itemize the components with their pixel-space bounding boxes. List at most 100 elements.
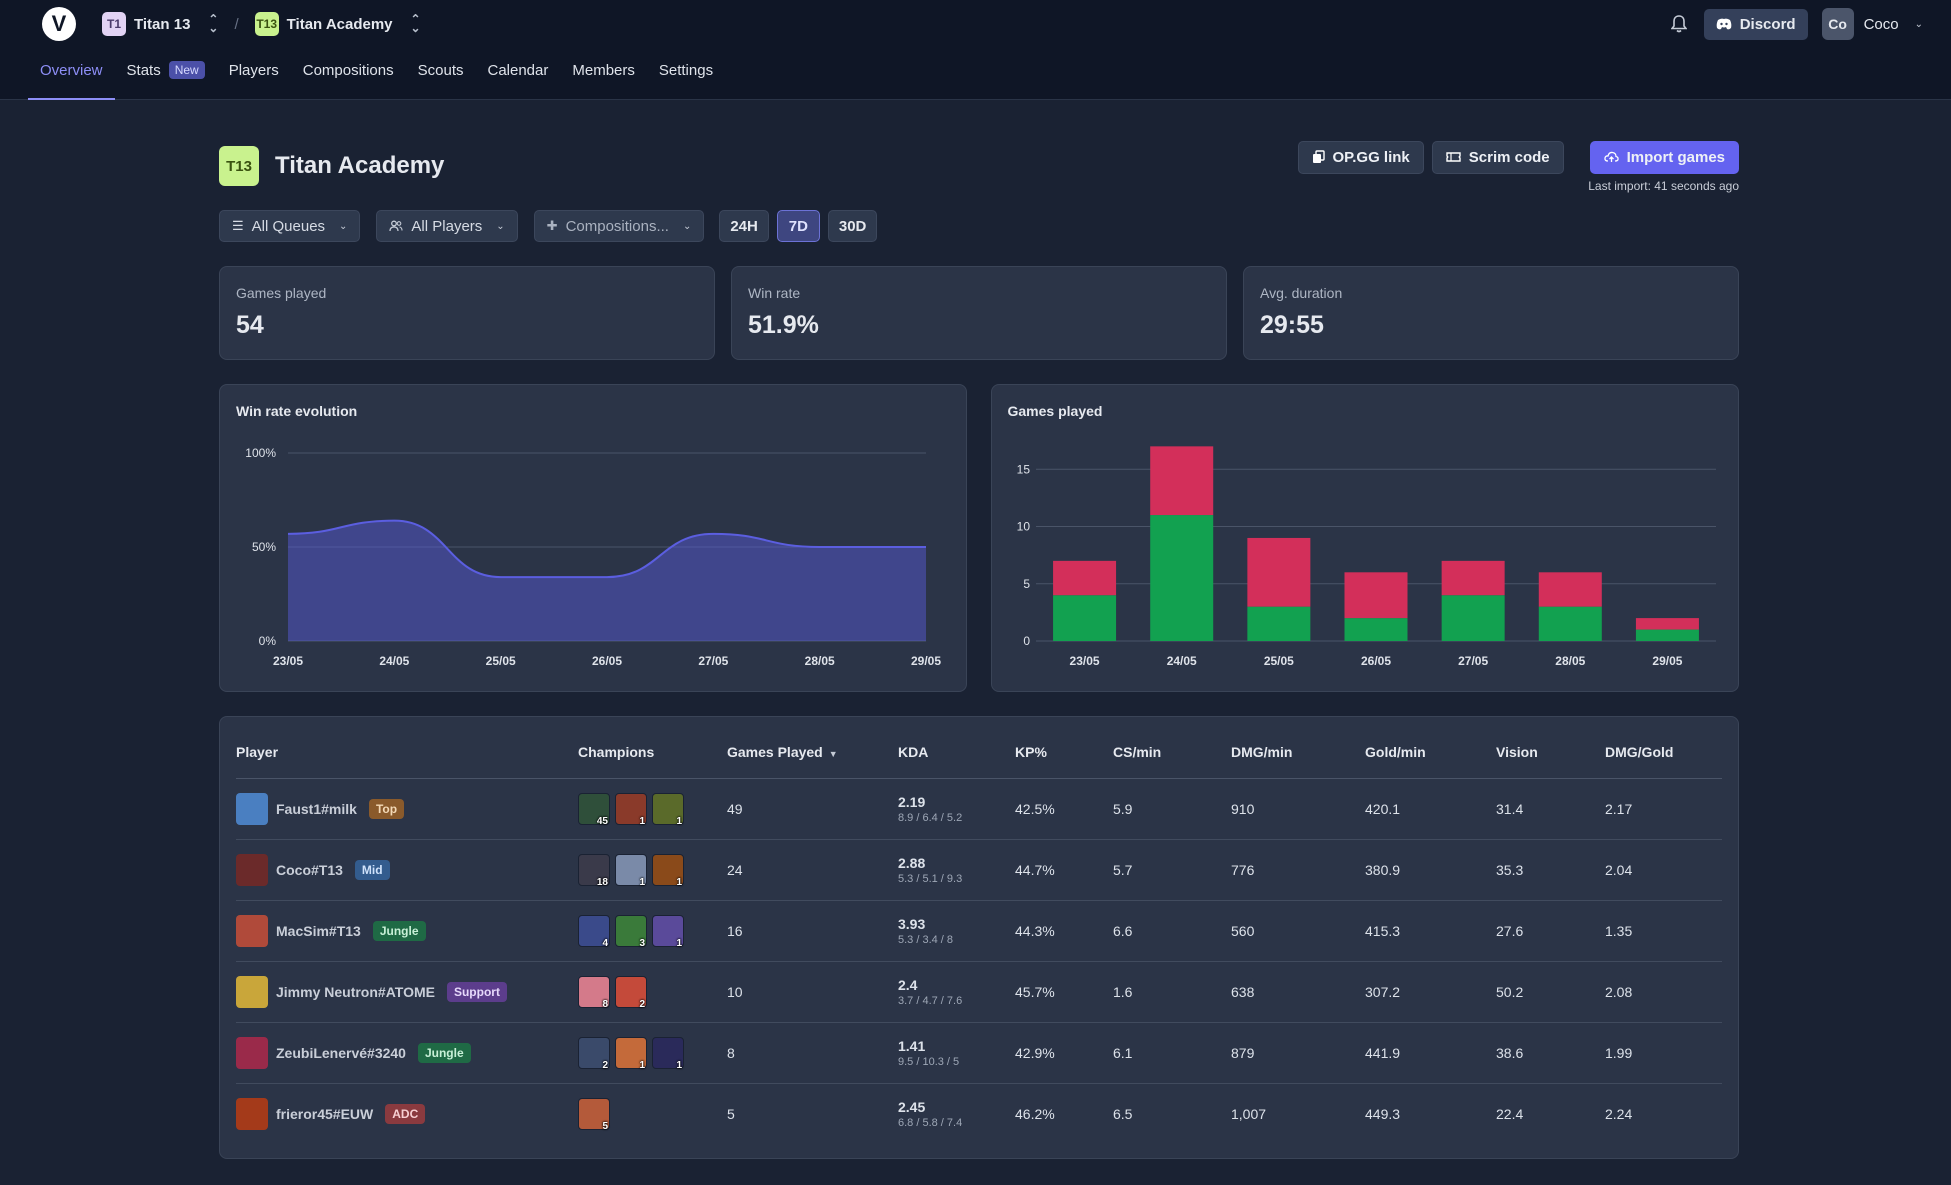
table-row[interactable]: Coco#T13 Mid 18 1 1 24 2.88 5.3 / 5.1 / 9.3… <box>236 839 1722 901</box>
x-tick-label: 28/05 <box>1555 654 1585 668</box>
col-dmg[interactable]: DMG/min <box>1231 717 1365 779</box>
dmg-cell: 638 <box>1231 961 1365 1023</box>
player-name[interactable]: ZeubiLenervé#3240 <box>276 1044 406 1061</box>
player-name[interactable]: frieror45#EUW <box>276 1105 374 1122</box>
chevron-up-down-icon: ⌃ ⌄ <box>208 12 219 35</box>
kp-cell: 45.7% <box>1015 961 1113 1023</box>
discord-button[interactable]: Discord <box>1703 8 1808 40</box>
champion-games-count: 1 <box>639 876 645 888</box>
range-7d[interactable]: 7D <box>776 210 820 242</box>
queue-filter[interactable]: ☰ All Queues ⌄ <box>219 210 361 242</box>
table-row[interactable]: frieror45#EUW ADC 5 5 2.45 6.8 / 5.8 / 7.… <box>236 1083 1722 1144</box>
champion-icon: 2 <box>615 975 647 1010</box>
role-badge: Support <box>446 981 507 1002</box>
col-dmg-gold[interactable]: DMG/Gold <box>1605 717 1722 779</box>
col-kda[interactable]: KDA <box>898 717 1015 779</box>
kda-cell: 2.45 6.8 / 5.8 / 7.4 <box>898 1098 963 1129</box>
table-row[interactable]: ZeubiLenervé#3240 Jungle 2 1 1 8 1.41 9.5 /… <box>236 1022 1722 1084</box>
win-rate-area <box>288 520 926 641</box>
kda-cell: 1.41 9.5 / 10.3 / 5 <box>898 1022 1015 1084</box>
opgg-link-button[interactable]: OP.GG link <box>1297 140 1424 174</box>
champion-list: 2 1 1 <box>578 1036 727 1071</box>
tab-settings[interactable]: Settings <box>658 61 714 79</box>
champion-icon: 1 <box>652 914 684 949</box>
tab-compositions[interactable]: Compositions <box>302 61 394 79</box>
col-kp[interactable]: KP% <box>1015 717 1113 779</box>
champion-games-count: 2 <box>602 1059 608 1071</box>
x-tick-label: 26/05 <box>592 654 622 668</box>
tab-members[interactable]: Members <box>572 61 635 79</box>
player-name[interactable]: Jimmy Neutron#ATOME <box>276 983 435 1000</box>
bell-icon[interactable] <box>1668 13 1690 35</box>
champion-icon: 1 <box>652 853 684 888</box>
users-icon <box>389 220 403 232</box>
x-tick-label: 29/05 <box>1652 654 1682 668</box>
champion-icon: 8 <box>578 975 610 1010</box>
x-tick-label: 23/05 <box>1069 654 1099 668</box>
x-tick-label: 26/05 <box>1360 654 1390 668</box>
champion-icon: 5 <box>578 1097 610 1132</box>
kp-cell: 46.2% <box>1015 1105 1055 1122</box>
range-30d[interactable]: 30D <box>827 210 878 242</box>
col-champions[interactable]: Champions <box>578 717 727 779</box>
games-played-cell: 5 <box>727 1105 735 1122</box>
kp-cell: 44.7% <box>1015 839 1113 901</box>
champion-games-count: 3 <box>639 937 645 949</box>
stat-win-rate: Win rate 51.9% <box>731 266 1227 360</box>
player-name[interactable]: Faust1#milk <box>276 800 357 817</box>
bar-segment <box>1246 606 1310 641</box>
bar-segment <box>1149 446 1213 516</box>
kp-cell: 42.9% <box>1015 1022 1113 1084</box>
gold-cell: 420.1 <box>1365 778 1496 840</box>
x-tick-label: 23/05 <box>273 654 303 668</box>
tab-stats[interactable]: Stats New <box>115 48 217 100</box>
col-gold[interactable]: Gold/min <box>1365 717 1496 779</box>
gold-cell: 415.3 <box>1365 900 1496 962</box>
team-avatar: T13 <box>254 12 279 36</box>
bar-segment <box>1344 572 1407 619</box>
role-badge: Mid <box>354 859 390 880</box>
composition-filter[interactable]: ✚ Compositions... ⌄ <box>533 210 705 242</box>
bar-segment <box>1635 629 1699 641</box>
scrim-code-button[interactable]: Scrim code <box>1431 140 1564 174</box>
table-row[interactable]: Faust1#milk Top 45 1 1 49 2.19 8.9 / 6.4 / … <box>236 778 1722 840</box>
vision-cell: 22.4 <box>1496 1105 1524 1122</box>
kda-cell: 2.19 8.9 / 6.4 / 5.2 <box>898 778 1015 840</box>
chevron-down-icon: ⌄ <box>1914 18 1923 30</box>
cs-cell: 6.1 <box>1113 1022 1231 1084</box>
win-rate-line <box>287 519 926 579</box>
col-player[interactable]: Player <box>236 717 578 779</box>
chevron-down-icon: ⌄ <box>496 220 505 232</box>
col-games-played[interactable]: Games Played ▼ <box>727 717 898 779</box>
vision-cell: 38.6 <box>1496 1022 1605 1084</box>
table-row[interactable]: MacSim#T13 Jungle 4 3 1 16 3.93 5.3 / 3.4 /… <box>236 900 1722 962</box>
user-menu[interactable]: Co Coco ⌄ <box>1821 8 1923 40</box>
app-logo[interactable]: V <box>42 7 76 41</box>
new-badge: New <box>168 61 205 79</box>
dmg-gold-cell: 2.24 <box>1605 1105 1633 1122</box>
champion-games-count: 5 <box>602 1120 608 1132</box>
player-filter[interactable]: All Players ⌄ <box>376 210 518 242</box>
x-tick-label: 25/05 <box>1263 654 1293 668</box>
tab-players[interactable]: Players <box>228 61 279 79</box>
team-switcher[interactable]: T13 Titan Academy ⌃ ⌄ <box>254 12 421 36</box>
col-cs[interactable]: CS/min <box>1113 717 1231 779</box>
tab-scouts[interactable]: Scouts <box>417 61 464 79</box>
org-switcher[interactable]: T1 Titan 13 ⌃ ⌄ <box>102 12 218 36</box>
player-avatar <box>236 853 268 886</box>
col-vision[interactable]: Vision <box>1496 717 1605 779</box>
x-tick-label: 27/05 <box>698 654 728 668</box>
cs-cell: 1.6 <box>1113 961 1231 1023</box>
bar-segment <box>1538 606 1602 641</box>
tab-overview[interactable]: Overview <box>28 48 115 100</box>
import-games-button[interactable]: Import games <box>1589 140 1739 174</box>
range-24h[interactable]: 24H <box>719 210 769 242</box>
bar-segment <box>1635 618 1699 630</box>
player-name[interactable]: Coco#T13 <box>276 861 343 878</box>
kp-cell: 44.3% <box>1015 900 1113 962</box>
player-name[interactable]: MacSim#T13 <box>276 922 361 939</box>
user-name: Coco <box>1863 15 1899 33</box>
x-tick-label: 27/05 <box>1458 654 1488 668</box>
tab-calendar[interactable]: Calendar <box>487 61 549 79</box>
